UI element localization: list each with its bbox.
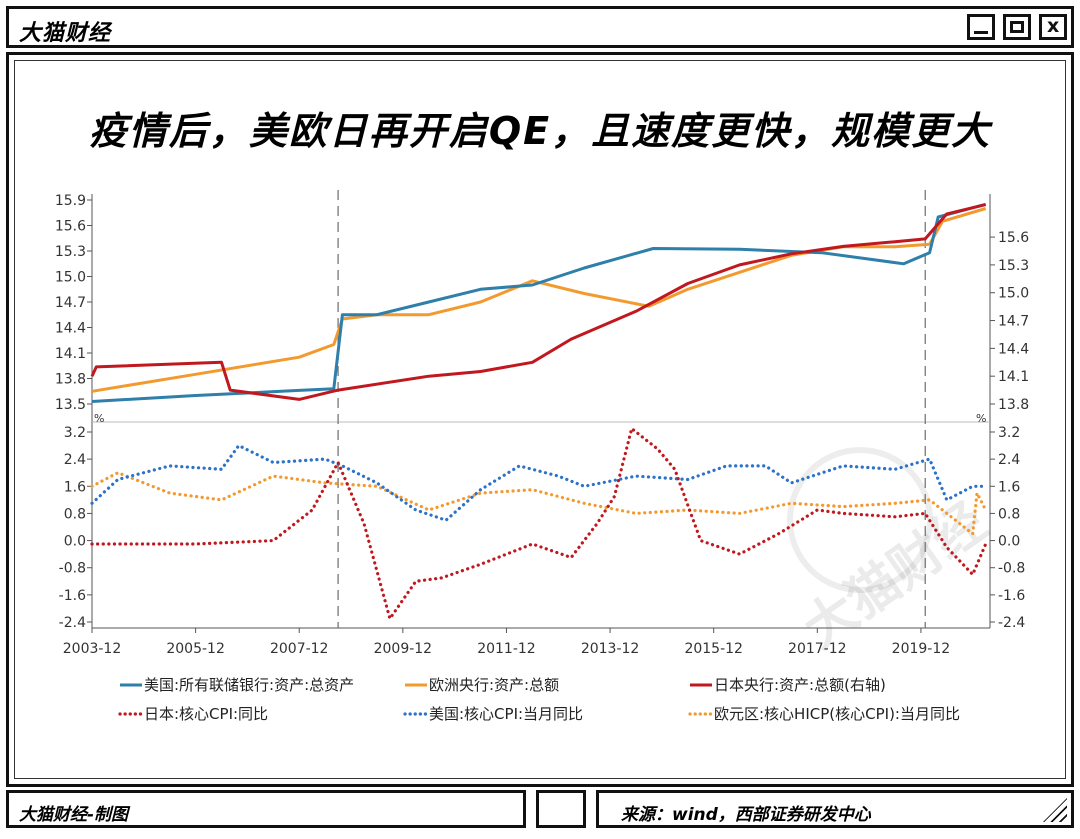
top-right-tick-label: 14.7 <box>998 314 1029 330</box>
top-left-tick-label: 15.9 <box>55 193 86 209</box>
bottom-left-tick-label: 3.2 <box>64 425 86 441</box>
bottom-right-tick-label: 2.4 <box>998 452 1020 468</box>
legend-fed-label: 美国:所有联储银行:资产:总资产 <box>144 676 354 694</box>
legend-jp-cpi-label: 日本:核心CPI:同比 <box>144 705 268 723</box>
top-left-tick-label: 13.5 <box>55 397 86 413</box>
bottom-right-tick-label: 3.2 <box>998 425 1020 441</box>
series-us-core-cpi-line <box>90 444 988 522</box>
top-right-tick-label: 15.3 <box>998 258 1029 274</box>
top-right-tick-label: 15.0 <box>998 286 1029 302</box>
bottom-left-tick-label: 0.8 <box>64 506 86 522</box>
footer-right-box: 来源：wind，西部证券研发中心 <box>596 790 1074 828</box>
top-right-tick-label: 14.4 <box>998 341 1029 357</box>
window-title: 大猫财经 <box>19 21 112 46</box>
bottom-right-tick-label: 1.6 <box>998 479 1020 495</box>
series-fed-assets-line <box>91 202 987 403</box>
x-tick-label: 2003-12 <box>63 641 122 657</box>
x-tick-label: 2005-12 <box>166 641 225 657</box>
series-boj-assets-line <box>90 203 987 401</box>
legend-us-cpi-label: 美国:核心CPI:当月同比 <box>429 705 583 723</box>
bottom-right-tick-label: 0.8 <box>998 506 1020 522</box>
close-icon: x <box>1047 15 1060 37</box>
top-left-tick-label: 15.6 <box>55 219 86 235</box>
series-ecb-assets-line <box>91 207 987 393</box>
top-left-tick-label: 14.4 <box>55 321 86 337</box>
x-tick-label: 2013-12 <box>581 641 640 657</box>
maximize-icon <box>1010 21 1024 33</box>
top-left-tick-label: 14.7 <box>55 295 86 311</box>
top-right-tick-label: 13.8 <box>998 397 1029 413</box>
content-inner-frame <box>14 60 1066 779</box>
series-ea-core-cpi-line <box>90 471 988 536</box>
top-left-tick-label: 14.1 <box>55 346 86 362</box>
bottom-left-tick-label: 2.4 <box>64 452 86 468</box>
footer-left-box: 大猫财经-制图 <box>6 790 526 828</box>
window-titlebar: 大猫财经 x <box>6 6 1074 48</box>
close-button[interactable]: x <box>1039 14 1067 40</box>
legend-ea-cpi-label: 欧元区:核心HICP(核心CPI):当月同比 <box>714 705 960 723</box>
bottom-left-tick-label: -1.6 <box>59 588 86 604</box>
resize-handle-icon[interactable] <box>1043 798 1067 822</box>
legend-boj-label: 日本央行:资产:总额(右轴) <box>714 676 886 694</box>
top-right-tick-label: 15.6 <box>998 230 1029 246</box>
top-right-tick-label: 14.1 <box>998 369 1029 385</box>
bottom-left-tick-label: -0.8 <box>59 561 86 577</box>
x-tick-label: 2007-12 <box>270 641 329 657</box>
bottom-right-tick-label: -0.8 <box>998 561 1025 577</box>
minimize-button[interactable] <box>967 14 995 40</box>
top-left-tick-label: 13.8 <box>55 372 86 388</box>
top-left-tick-label: 15.3 <box>55 244 86 260</box>
footer-left-text: 大猫财经-制图 <box>19 805 129 825</box>
bottom-right-tick-label: 0.0 <box>998 534 1020 550</box>
bottom-right-unit: % <box>976 412 986 425</box>
bottom-right-tick-label: -1.6 <box>998 588 1025 604</box>
headline: 疫情后，美欧日再开启QE，且速度更快，规模更大 <box>88 109 992 153</box>
x-tick-label: 2015-12 <box>684 641 743 657</box>
x-tick-label: 2009-12 <box>374 641 433 657</box>
top-left-tick-label: 15.0 <box>55 270 86 286</box>
bottom-left-tick-label: 1.6 <box>64 479 86 495</box>
series-jp-core-cpi-line <box>90 427 988 621</box>
maximize-button[interactable] <box>1003 14 1031 40</box>
bottom-left-tick-label: 0.0 <box>64 534 86 550</box>
x-tick-label: 2019-12 <box>892 641 951 657</box>
bottom-left-tick-label: -2.4 <box>59 615 86 631</box>
minimize-icon <box>974 31 988 34</box>
bottom-right-tick-label: -2.4 <box>998 615 1025 631</box>
bottom-left-unit: % <box>94 412 104 425</box>
content-frame <box>6 52 1074 787</box>
legend-ecb-label: 欧洲央行:资产:总额 <box>429 676 559 694</box>
x-tick-label: 2017-12 <box>788 641 847 657</box>
x-tick-label: 2011-12 <box>477 641 536 657</box>
footer-middle-box <box>536 790 586 828</box>
footer-right-text: 来源：wind，西部证券研发中心 <box>621 805 871 825</box>
